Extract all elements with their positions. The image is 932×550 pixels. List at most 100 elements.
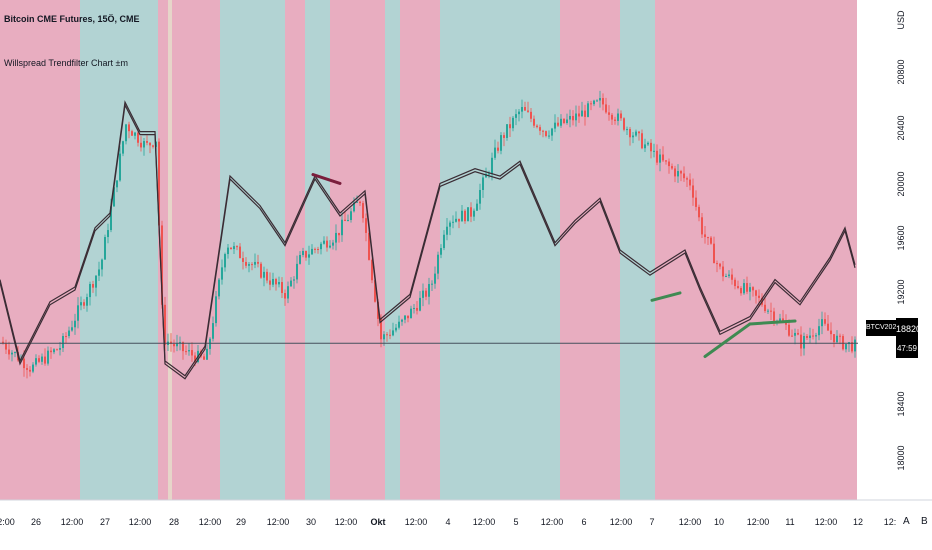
candle-body — [467, 207, 469, 222]
price-tick-label: 18400 — [896, 391, 906, 416]
time-tick-label: 12:00 — [335, 517, 358, 527]
price-axis[interactable] — [858, 0, 932, 500]
candle-body — [746, 283, 748, 292]
candle-body — [647, 142, 649, 145]
candle-body — [806, 336, 808, 338]
time-tick-label: 5 — [513, 517, 518, 527]
candle-body — [551, 128, 553, 136]
candle-body — [176, 343, 178, 347]
candle-body — [410, 308, 412, 319]
candle-body — [455, 218, 457, 222]
candle-body — [401, 319, 403, 322]
oscillator-line-upper — [0, 100, 856, 377]
candle-body — [833, 334, 835, 343]
price-tick-label: 20000 — [896, 171, 906, 196]
candle-body — [23, 358, 25, 369]
candle-body — [530, 111, 532, 119]
candle-body — [188, 350, 190, 352]
candle-body — [539, 127, 541, 131]
candle-body — [545, 131, 547, 136]
time-tick-label: 12:00 — [815, 517, 838, 527]
time-axis[interactable] — [0, 500, 932, 550]
candle-body — [8, 349, 10, 355]
candle-body — [731, 274, 733, 280]
candle-body — [500, 135, 502, 151]
auto-scale-button[interactable]: A — [903, 516, 910, 527]
candle-body — [767, 310, 769, 312]
candle-body — [272, 278, 274, 285]
candle-body — [437, 254, 439, 274]
candle-body — [344, 219, 346, 221]
candle-body — [695, 197, 697, 207]
candle-body — [236, 246, 238, 248]
candle-body — [404, 315, 406, 320]
price-tag-price: 18820 — [896, 318, 921, 340]
time-tick-label: 2:00 — [0, 517, 15, 527]
regime-band — [330, 0, 385, 500]
time-tick-label: 4 — [445, 517, 450, 527]
candle-body — [452, 221, 454, 223]
regime-band — [655, 0, 857, 500]
oscillator-lines — [0, 100, 856, 380]
candle-body — [62, 336, 64, 349]
candle-body — [278, 282, 280, 285]
candle-body — [854, 339, 856, 352]
candle-body — [701, 217, 703, 235]
candle-body — [566, 119, 568, 124]
time-tick-label: 27 — [100, 517, 110, 527]
candle-body — [113, 187, 115, 207]
candle-body — [425, 290, 427, 297]
candle-body — [584, 110, 586, 117]
candle-body — [779, 318, 781, 321]
trend-segment-up — [703, 322, 752, 359]
candle-body — [212, 323, 214, 339]
candle-body — [2, 341, 4, 344]
candle-body — [497, 147, 499, 151]
candle-body — [11, 352, 13, 355]
candle-body — [359, 201, 361, 204]
regime-band — [385, 0, 400, 500]
candle-body — [428, 284, 430, 297]
candle-body — [350, 211, 352, 220]
candle-body — [491, 157, 493, 174]
price-tick-label: 19600 — [896, 225, 906, 250]
candle-body — [698, 206, 700, 218]
candle-body — [626, 129, 628, 131]
price-tick-label: 18000 — [896, 445, 906, 470]
candle-body — [239, 246, 241, 259]
time-tick-label: 29 — [236, 517, 246, 527]
scale-b-button[interactable]: B — [921, 516, 928, 527]
candle-body — [173, 343, 175, 347]
candle-body — [449, 222, 451, 227]
candle-body — [494, 147, 496, 158]
candle-body — [287, 286, 289, 299]
candle-body — [638, 131, 640, 134]
candle-body — [335, 232, 337, 243]
candle-body — [362, 203, 364, 219]
candle-body — [599, 98, 601, 101]
time-tick-label: Okt — [370, 517, 385, 527]
candle-body — [521, 107, 523, 112]
candle-body — [602, 98, 604, 105]
regime-band — [400, 0, 440, 500]
candle-body — [413, 307, 415, 309]
candle-body — [224, 254, 226, 268]
candle-body — [158, 141, 160, 226]
candle-body — [623, 118, 625, 130]
candle-body — [185, 351, 187, 353]
candle-body — [782, 318, 784, 322]
candle-body — [392, 330, 394, 336]
candle-body — [371, 259, 373, 281]
candle-body — [473, 210, 475, 217]
regime-band — [168, 0, 172, 500]
candle-body — [446, 226, 448, 235]
candle-body — [653, 150, 655, 152]
time-tick-label: 7 — [649, 517, 654, 527]
regime-band — [8, 0, 80, 500]
candle-body — [740, 288, 742, 294]
candle-body — [671, 166, 673, 169]
candle-body — [137, 132, 139, 143]
candle-body — [38, 358, 40, 362]
candle-body — [713, 243, 715, 264]
